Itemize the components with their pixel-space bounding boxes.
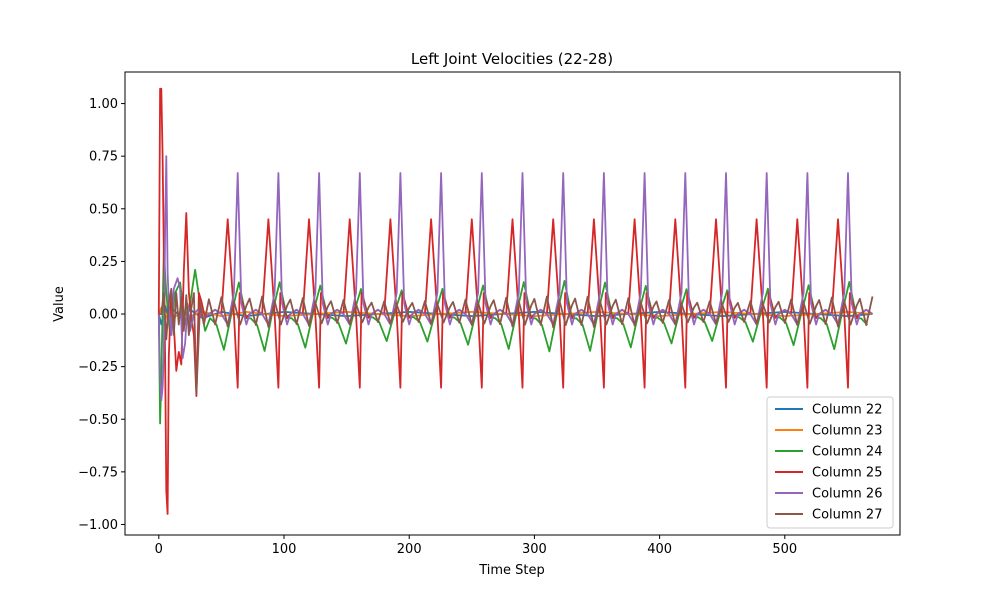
legend: Column 22 Column 23 Column 24 Column 25 Colu… [766, 396, 894, 529]
y-tick-label: −0.25 [78, 360, 118, 375]
x-tick-label: 0 [155, 542, 163, 557]
x-tick-label: 400 [647, 542, 672, 557]
legend-entry: Column 24 [812, 445, 882, 460]
y-tick-label: 1.00 [89, 97, 118, 112]
x-tick-label: 500 [772, 542, 797, 557]
y-tick-label: 0.25 [89, 255, 118, 270]
series-line-26 [157, 155, 873, 402]
x-tick-label: 100 [272, 542, 297, 557]
x-axis-label: Time Step [478, 563, 545, 578]
chart-title: Left Joint Velocities (22-28) [411, 50, 613, 68]
x-tick-label: 200 [397, 542, 422, 557]
series-layer [157, 87, 874, 515]
legend-entry: Column 23 [812, 424, 882, 439]
plot-frame [124, 71, 901, 536]
legend-entry: Column 27 [812, 508, 882, 523]
legend-entry: Column 25 [812, 466, 882, 481]
x-tick-label: 300 [522, 542, 547, 557]
y-tick-label: −0.75 [78, 465, 118, 480]
y-axis: −1.00 −0.75 −0.50 −0.25 0.00 0.25 0.50 0.75 1.00 [78, 97, 125, 533]
series-line-27 [158, 287, 874, 395]
y-tick-label: 0.75 [89, 150, 118, 165]
legend-entry: Column 22 [812, 403, 882, 418]
y-tick-label: 0.00 [89, 308, 118, 323]
legend-entry: Column 26 [812, 487, 882, 502]
y-axis-label: Value [52, 286, 67, 322]
y-tick-label: 0.50 [89, 202, 118, 217]
x-axis: 0 100 200 300 400 500 [155, 535, 797, 557]
y-tick-label: −0.50 [78, 413, 118, 428]
y-tick-label: −1.00 [78, 518, 118, 533]
